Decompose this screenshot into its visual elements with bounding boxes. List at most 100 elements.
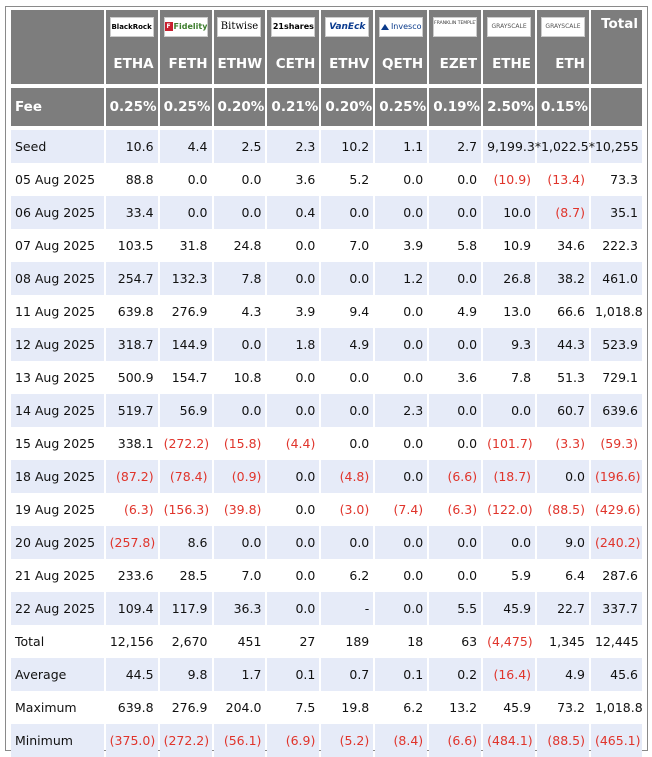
value-cell: (78.4) <box>159 460 212 493</box>
value-cell: (56.1) <box>213 724 266 757</box>
value-cell: (3.3) <box>537 427 589 460</box>
table-body: Seed 10.6 4.4 2.5 2.3 10.2 1.1 2.7 9,199.3* 1,022… <box>11 130 643 757</box>
row-label: 21 Aug 2025 <box>11 559 104 592</box>
value-cell: 0.0 <box>159 163 212 196</box>
value-cell: 0.0 <box>429 163 482 196</box>
value-cell: 0.0 <box>375 163 428 196</box>
logo-text: Fidelity <box>173 22 208 31</box>
row-total-cell: 461.0 <box>590 262 642 295</box>
value-cell: 7.0 <box>213 559 266 592</box>
table-row: 11 Aug 2025 639.8 276.9 4.3 3.9 9.4 0.0 4.9 13.0… <box>11 295 643 328</box>
row-total-cell: 1,018.8 <box>590 295 643 328</box>
value-cell: 8.6 <box>159 526 212 559</box>
table-row: 20 Aug 2025 (257.8) 8.6 0.0 0.0 0.0 0.0 0.0 0.0 9… <box>11 526 642 559</box>
row-total-cell: 12,445 <box>590 625 642 658</box>
value-cell: 5.8 <box>429 229 482 262</box>
grayscale-logo-2: GRAYSCALE <box>540 17 585 37</box>
value-cell: 0.0 <box>213 196 266 229</box>
value-cell: 9,199.3* <box>483 130 541 163</box>
value-cell: 1,345 <box>537 625 589 658</box>
logo-row: BlackRock F Fidelity Bitwise 21shares VanEck I… <box>11 10 642 44</box>
invesco-logo: Invesco <box>379 17 424 37</box>
value-cell: (0.9) <box>213 460 266 493</box>
row-label: 19 Aug 2025 <box>11 493 104 526</box>
fee-cell: 0.25% <box>105 88 158 126</box>
value-cell: 144.9 <box>159 328 212 361</box>
value-cell: 51.3 <box>537 361 589 394</box>
fidelity-mark-icon: F <box>164 22 173 31</box>
value-cell: 0.0 <box>375 295 428 328</box>
value-cell: 204.0 <box>213 691 266 724</box>
row-label: 14 Aug 2025 <box>11 394 104 427</box>
value-cell: 13.0 <box>483 295 536 328</box>
table-row: 15 Aug 2025 338.1 (272.2) (15.8) (4.4) 0.0 0.0… <box>11 427 642 460</box>
fee-cell: 2.50% <box>483 88 536 126</box>
table-row: 18 Aug 2025 (87.2) (78.4) (0.9) 0.0 (4.8) 0.0(… <box>11 460 642 493</box>
logo-text: Bitwise <box>220 21 259 32</box>
value-cell: 0.0 <box>321 361 374 394</box>
value-cell: 0.7 <box>321 658 374 691</box>
value-cell: 0.0 <box>429 526 482 559</box>
value-cell: 0.0 <box>159 196 212 229</box>
value-cell: 0.0 <box>213 394 266 427</box>
value-cell: 1,022.5* <box>537 130 595 163</box>
value-cell: 0.0 <box>429 559 482 592</box>
value-cell: 27 <box>267 625 320 658</box>
fee-cell: 0.25% <box>375 88 428 126</box>
value-cell: 7.8 <box>213 262 266 295</box>
value-cell: 0.0 <box>267 361 320 394</box>
value-cell: 12,156 <box>105 625 158 658</box>
value-cell: 0.0 <box>375 361 428 394</box>
value-cell: 3.6 <box>267 163 320 196</box>
table-row: Average 44.5 9.8 1.7 0.1 0.7 0.1 0.2 (16.4) 4.9 45… <box>11 658 642 691</box>
value-cell: 26.8 <box>483 262 536 295</box>
row-total-cell: 10,255 <box>590 130 642 163</box>
value-cell: 0.0 <box>267 493 320 526</box>
ticker-cell: ETHA <box>105 44 158 84</box>
value-cell: (7.4) <box>375 493 428 526</box>
value-cell: 6.2 <box>321 559 374 592</box>
value-cell: 9.8 <box>159 658 212 691</box>
table-row: 08 Aug 2025 254.7 132.3 7.8 0.0 0.0 1.2 0.0 26.8… <box>11 262 642 295</box>
value-cell: 3.6 <box>429 361 482 394</box>
table-row: 12 Aug 2025 318.7 144.9 0.0 1.8 4.9 0.0 0.0 9.3 4… <box>11 328 642 361</box>
value-cell: 0.4 <box>267 196 320 229</box>
logo-text: FRANKLIN TEMPLETON <box>434 21 476 26</box>
row-label: 22 Aug 2025 <box>11 592 104 625</box>
value-cell: 4.3 <box>213 295 266 328</box>
row-total-cell: 35.1 <box>590 196 642 229</box>
value-cell: 9.0 <box>537 526 589 559</box>
grayscale-logo: GRAYSCALE <box>487 17 532 37</box>
row-label: Seed <box>11 130 104 163</box>
value-cell: 0.0 <box>375 460 428 493</box>
logo-text: GRAYSCALE <box>491 23 527 30</box>
value-cell: 60.7 <box>537 394 589 427</box>
value-cell: (484.1) <box>483 724 536 757</box>
value-cell: - <box>321 592 374 625</box>
value-cell: 4.9 <box>429 295 482 328</box>
etf-flow-table-container: BlackRock F Fidelity Bitwise 21shares VanEck I… <box>5 6 648 757</box>
value-cell: (88.5) <box>537 493 589 526</box>
value-cell: 0.0 <box>375 427 428 460</box>
value-cell: (4.8) <box>321 460 374 493</box>
value-cell: 639.8 <box>105 295 158 328</box>
row-label: Total <box>11 625 104 658</box>
row-total-cell: 73.3 <box>590 163 642 196</box>
value-cell: 103.5 <box>105 229 158 262</box>
row-label: 20 Aug 2025 <box>11 526 104 559</box>
value-cell: 639.8 <box>105 691 158 724</box>
invesco-triangle-icon <box>380 23 389 30</box>
value-cell: 10.8 <box>213 361 266 394</box>
value-cell: 2.7 <box>429 130 482 163</box>
value-cell: (6.3) <box>105 493 158 526</box>
value-cell: (122.0) <box>483 493 536 526</box>
value-cell: 10.6 <box>105 130 158 163</box>
value-cell: 0.0 <box>321 394 374 427</box>
row-total-cell: 287.6 <box>590 559 642 592</box>
value-cell: 73.2 <box>537 691 589 724</box>
value-cell: 1.8 <box>267 328 320 361</box>
logo-cell: GRAYSCALE <box>483 10 536 44</box>
value-cell: 0.0 <box>267 559 320 592</box>
value-cell: (8.7) <box>537 196 589 229</box>
value-cell: 0.0 <box>537 460 589 493</box>
